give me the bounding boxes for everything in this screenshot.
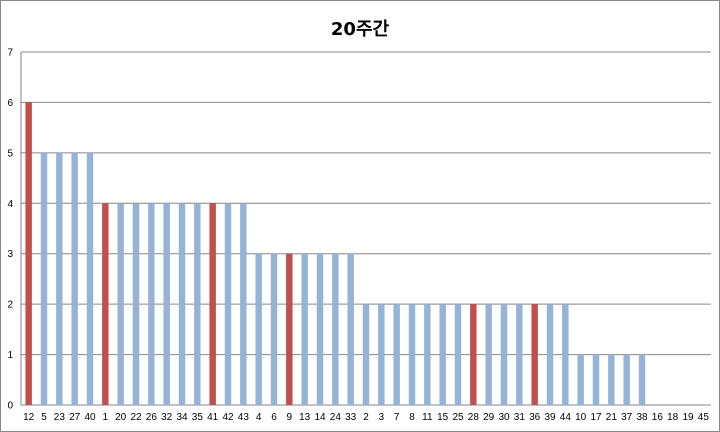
x-tick-label: 7 <box>394 412 400 423</box>
y-tick-label: 3 <box>7 249 13 260</box>
x-tick-label: 42 <box>222 412 234 423</box>
y-tick-label: 7 <box>7 48 13 59</box>
bar-5 <box>40 152 48 405</box>
y-tick-label: 5 <box>7 148 13 159</box>
bar-14 <box>316 253 324 405</box>
x-tick-label: 8 <box>409 412 415 423</box>
chart-title: 20주간 <box>330 19 390 40</box>
x-tick-label: 30 <box>498 412 510 423</box>
x-tick-label: 21 <box>606 412 618 423</box>
bar-42 <box>224 203 232 405</box>
x-tick-label: 3 <box>379 412 385 423</box>
bar-37 <box>623 354 630 405</box>
bar-9 <box>286 253 293 405</box>
bar-39 <box>546 304 554 405</box>
bar-44 <box>562 304 569 405</box>
bar-32 <box>163 203 170 405</box>
bar-11 <box>424 304 431 405</box>
x-tick-label: 12 <box>23 412 35 423</box>
x-tick-label: 29 <box>483 412 495 423</box>
x-tick-label: 44 <box>560 412 572 423</box>
x-tick-label: 36 <box>529 412 541 423</box>
bar-8 <box>408 304 416 405</box>
x-tick-label: 35 <box>192 412 204 423</box>
x-tick-label: 43 <box>238 412 250 423</box>
x-tick-label: 32 <box>161 412 173 423</box>
bar-22 <box>132 203 140 405</box>
x-tick-label: 27 <box>69 412 81 423</box>
bar-38 <box>638 354 646 405</box>
x-tick-label: 26 <box>146 412 158 423</box>
bar-6 <box>270 253 278 405</box>
bar-21 <box>608 354 615 405</box>
x-tick-label: 5 <box>41 412 47 423</box>
bar-41 <box>209 203 216 405</box>
bar-34 <box>178 203 186 405</box>
bar-23 <box>56 152 63 405</box>
bar-20 <box>117 203 124 405</box>
bar-24 <box>332 253 339 405</box>
bar-43 <box>240 203 247 405</box>
bar-28 <box>470 304 477 405</box>
x-tick-label: 11 <box>422 412 433 423</box>
bar-3 <box>378 304 385 405</box>
bar-36 <box>531 304 538 405</box>
bar-17 <box>592 354 600 405</box>
x-tick-label: 9 <box>287 412 293 423</box>
bar-35 <box>194 203 201 405</box>
bar-7 <box>393 304 400 405</box>
x-tick-label: 31 <box>514 412 526 423</box>
x-tick-label: 10 <box>575 412 587 423</box>
bar-27 <box>71 152 78 405</box>
bar-2 <box>362 304 370 405</box>
x-tick-label: 23 <box>54 412 66 423</box>
x-tick-label: 19 <box>682 412 694 423</box>
y-tick-label: 2 <box>7 300 13 311</box>
x-tick-label: 33 <box>345 412 357 423</box>
bar-33 <box>347 253 354 405</box>
x-tick-label: 6 <box>271 412 277 423</box>
bar-30 <box>500 304 508 405</box>
x-tick-label: 41 <box>207 412 219 423</box>
x-tick-label: 22 <box>130 412 142 423</box>
x-tick-label: 37 <box>621 412 633 423</box>
y-tick-label: 4 <box>7 199 13 210</box>
x-tick-label: 34 <box>176 412 188 423</box>
bar-31 <box>516 304 523 405</box>
x-tick-label: 1 <box>103 412 109 423</box>
y-tick-label: 6 <box>7 98 13 109</box>
x-tick-label: 40 <box>84 412 96 423</box>
bar-26 <box>148 203 155 405</box>
y-tick-label: 1 <box>7 350 13 361</box>
bar-4 <box>255 253 262 405</box>
x-tick-label: 16 <box>652 412 664 423</box>
bar-25 <box>454 304 462 405</box>
bar-15 <box>439 304 446 405</box>
x-tick-label: 2 <box>363 412 369 423</box>
bar-12 <box>25 102 32 405</box>
y-tick-label: 0 <box>7 401 13 412</box>
bar-10 <box>577 354 584 405</box>
x-tick-label: 28 <box>468 412 480 423</box>
x-tick-label: 25 <box>452 412 464 423</box>
x-tick-label: 38 <box>636 412 648 423</box>
bar-29 <box>485 304 492 405</box>
x-tick-label: 13 <box>299 412 311 423</box>
x-tick-label: 15 <box>437 412 449 423</box>
x-tick-label: 17 <box>590 412 602 423</box>
bar-1 <box>102 203 109 405</box>
x-tick-label: 24 <box>330 412 342 423</box>
bar-40 <box>86 152 94 405</box>
x-tick-label: 14 <box>314 412 326 423</box>
x-tick-label: 20 <box>115 412 127 423</box>
x-tick-label: 39 <box>544 412 556 423</box>
x-tick-label: 18 <box>667 412 679 423</box>
bar-13 <box>301 253 308 405</box>
x-tick-label: 45 <box>698 412 710 423</box>
x-tick-label: 4 <box>256 412 262 423</box>
